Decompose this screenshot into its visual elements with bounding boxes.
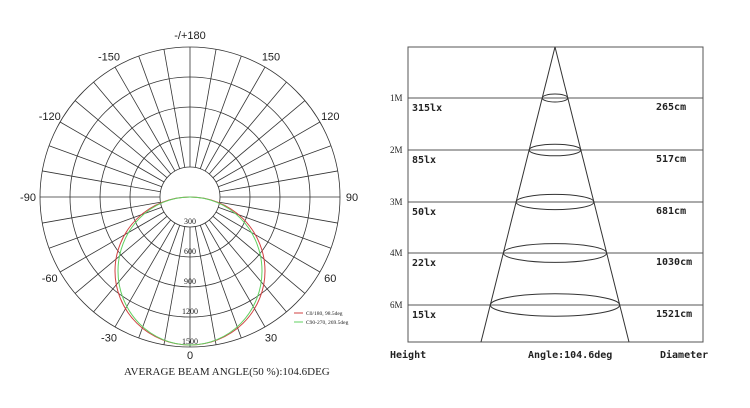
polar-spoke xyxy=(93,81,172,175)
beam-ellipse xyxy=(515,193,595,211)
polar-spoke xyxy=(163,226,186,345)
angle-label: 90 xyxy=(346,192,358,204)
diameter-value: 1521cm xyxy=(656,309,692,320)
beam-cone-diagram: 1M 315lx 265cm 2M 85lx 517cm 3M 50lx 681cm 4M 22lx… xyxy=(390,46,704,343)
ring-label: 300 xyxy=(184,217,196,226)
polar-spoke xyxy=(114,222,176,328)
polar-spoke xyxy=(215,121,321,183)
angle-label: -/+180 xyxy=(174,30,206,42)
polar-spoke xyxy=(138,55,181,169)
legend-label: C0/180, 98.5deg xyxy=(306,311,343,317)
lux-value: 85lx xyxy=(412,155,436,166)
diameter-label: Diameter xyxy=(660,349,708,361)
angle-label: -150 xyxy=(98,52,120,64)
cone-edge-right xyxy=(554,46,630,343)
ring-label: 600 xyxy=(184,247,196,256)
polar-spoke xyxy=(59,211,165,273)
height-value: 4M xyxy=(390,248,403,258)
lux-value: 15lx xyxy=(412,310,436,321)
diameter-value: 265cm xyxy=(656,102,686,113)
polar-spoke xyxy=(74,215,168,294)
polar-intensity-chart: -/+180-150 150-120 120-90 90-60 60-30 3003006… xyxy=(20,30,358,362)
angle-label: 60 xyxy=(324,273,336,285)
polar-spoke xyxy=(42,201,161,224)
polar-spoke xyxy=(204,66,266,172)
polar-spoke xyxy=(199,225,242,339)
diameter-value: 1030cm xyxy=(656,257,692,268)
lux-value: 22lx xyxy=(412,258,436,269)
ring-label: 1500 xyxy=(182,337,198,346)
polar-spoke xyxy=(48,206,162,249)
polar-spoke xyxy=(93,219,172,313)
angle-label: 120 xyxy=(321,111,339,123)
angle-label: -30 xyxy=(101,332,117,344)
angle-label: 150 xyxy=(262,52,280,64)
height-value: 2M xyxy=(390,145,403,155)
polar-spoke xyxy=(212,215,306,294)
polar-spoke xyxy=(208,81,287,175)
polar-spoke xyxy=(204,222,266,328)
angle-label: 30 xyxy=(265,332,277,344)
lux-value: 315lx xyxy=(412,103,442,114)
lux-value: 50lx xyxy=(412,207,436,218)
diameter-value: 517cm xyxy=(656,154,686,165)
polar-spoke xyxy=(114,66,176,172)
polar-spoke xyxy=(194,226,217,345)
angle-label: -120 xyxy=(39,111,61,123)
beam-ellipse xyxy=(502,243,608,263)
polar-spoke xyxy=(219,170,338,193)
beam-ellipse xyxy=(528,143,582,157)
polar-spoke xyxy=(218,145,332,188)
polar-spoke xyxy=(219,201,338,224)
angle-label: Angle:104.6deg xyxy=(528,350,612,361)
beam-ellipse xyxy=(489,293,621,317)
intensity-curve xyxy=(117,196,263,346)
angle-label: -60 xyxy=(42,273,58,285)
polar-spoke xyxy=(138,225,181,339)
polar-spoke xyxy=(74,100,168,179)
polar-spoke xyxy=(208,219,287,313)
polar-spoke xyxy=(48,145,162,188)
polar-spoke xyxy=(218,206,332,249)
angle-label: 0 xyxy=(187,350,193,362)
polar-spoke xyxy=(42,170,161,193)
height-value: 3M xyxy=(390,197,403,207)
polar-spoke xyxy=(199,55,242,169)
height-value: 1M xyxy=(390,93,403,103)
polar-spoke xyxy=(215,211,321,273)
legend-label: C90-270, 269.5deg xyxy=(306,320,349,326)
cone-edge-left xyxy=(480,46,556,343)
polar-spoke xyxy=(194,49,217,168)
height-value: 6M xyxy=(390,300,403,310)
diameter-value: 681cm xyxy=(656,206,686,217)
average-beam-angle: AVERAGE BEAM ANGLE(50 %):104.6DEG xyxy=(124,366,330,378)
polar-spoke xyxy=(212,100,306,179)
angle-label: -90 xyxy=(20,192,36,204)
polar-spoke xyxy=(59,121,165,183)
ring-label: 1200 xyxy=(182,307,198,316)
height-label: Height xyxy=(390,349,426,361)
polar-spoke xyxy=(163,49,186,168)
ring-label: 900 xyxy=(184,277,196,286)
beam-ellipse xyxy=(541,93,569,103)
